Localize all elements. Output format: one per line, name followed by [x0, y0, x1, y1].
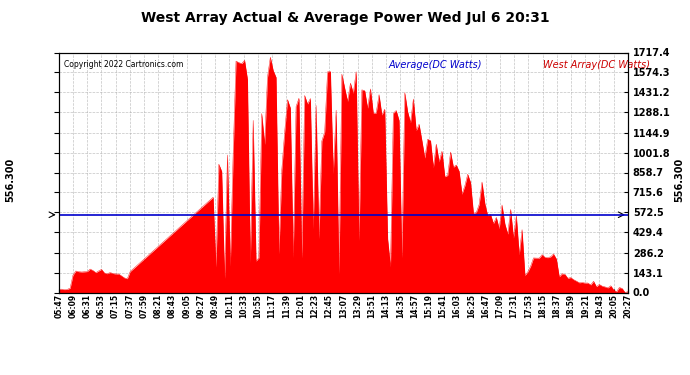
Text: 556.300: 556.300 [6, 158, 15, 202]
Text: West Array(DC Watts): West Array(DC Watts) [542, 60, 649, 70]
Text: 556.300: 556.300 [675, 158, 684, 202]
Text: West Array Actual & Average Power Wed Jul 6 20:31: West Array Actual & Average Power Wed Ju… [141, 11, 549, 25]
Text: Average(DC Watts): Average(DC Watts) [388, 60, 482, 70]
Text: Copyright 2022 Cartronics.com: Copyright 2022 Cartronics.com [64, 60, 184, 69]
